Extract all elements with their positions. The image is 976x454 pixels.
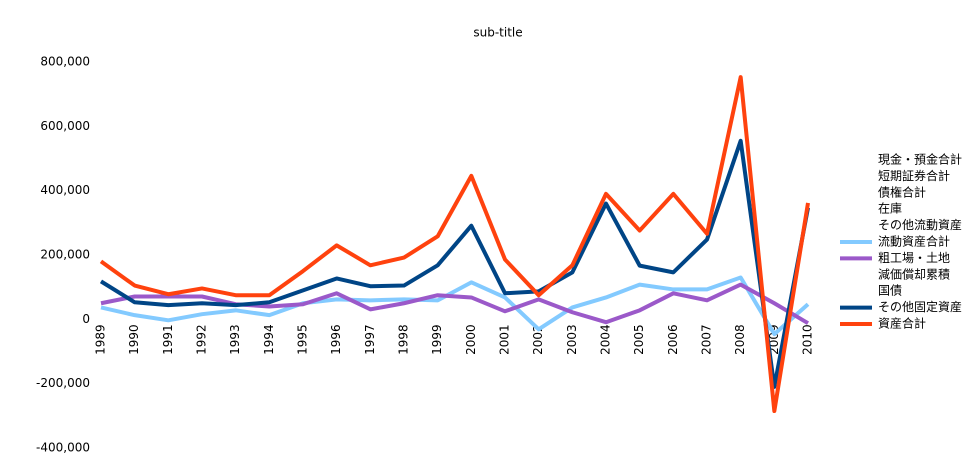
x-tick-label: 1995 [296,324,310,355]
x-tick-label: 1998 [397,324,411,355]
x-tick-label: 1989 [94,324,108,355]
x-tick-label: 1992 [195,324,209,355]
x-tick-label: 2004 [599,324,613,355]
legend-label: 流動資産合計 [878,234,950,249]
series-line [100,275,810,337]
legend-label: その他固定資産 [878,299,962,314]
legend-label: 減価償却累積 [878,266,950,281]
chart-title: sub-title [473,26,522,40]
legend-label: 資産合計 [878,316,926,331]
legend-label: 債権合計 [878,184,926,199]
x-tick-label: 2008 [733,324,747,355]
x-tick-label: 1996 [329,324,343,355]
x-tick-label: 2006 [666,324,680,355]
x-tick-label: 2001 [498,324,512,355]
y-tick-label: -200,000 [36,376,90,390]
y-tick-label: 0 [82,312,90,326]
y-tick-label: -400,000 [36,441,90,454]
legend-label: 国債 [878,283,902,298]
x-tick-label: 2010 [801,324,815,355]
x-tick-label: 1991 [161,324,175,355]
legend-label: 短期証券合計 [878,168,950,183]
legend-label: その他流動資産 [878,217,962,232]
x-tick-label: 2000 [464,324,478,355]
series-line [99,75,810,414]
x-tick-label: 2005 [632,324,646,355]
legend-label: 在庫 [878,202,902,216]
legend-label: 現金・預金合計 [878,152,962,167]
x-tick-label: 1994 [262,324,276,355]
y-tick-label: 600,000 [40,119,90,133]
x-tick-label: 1990 [127,324,141,355]
y-tick-label: 400,000 [40,183,90,197]
x-tick-label: 1997 [363,324,377,355]
legend-label: 粗工場・土地 [878,251,950,265]
series-line [100,282,810,325]
x-tick-label: 2003 [565,324,579,355]
x-tick-label: 1993 [228,324,242,355]
x-tick-label: 2007 [700,324,714,355]
y-tick-label: 800,000 [40,55,90,69]
x-tick-label: 2002 [531,324,545,355]
series-line [99,138,810,389]
x-tick-label: 1999 [430,324,444,355]
y-tick-label: 200,000 [40,248,90,262]
